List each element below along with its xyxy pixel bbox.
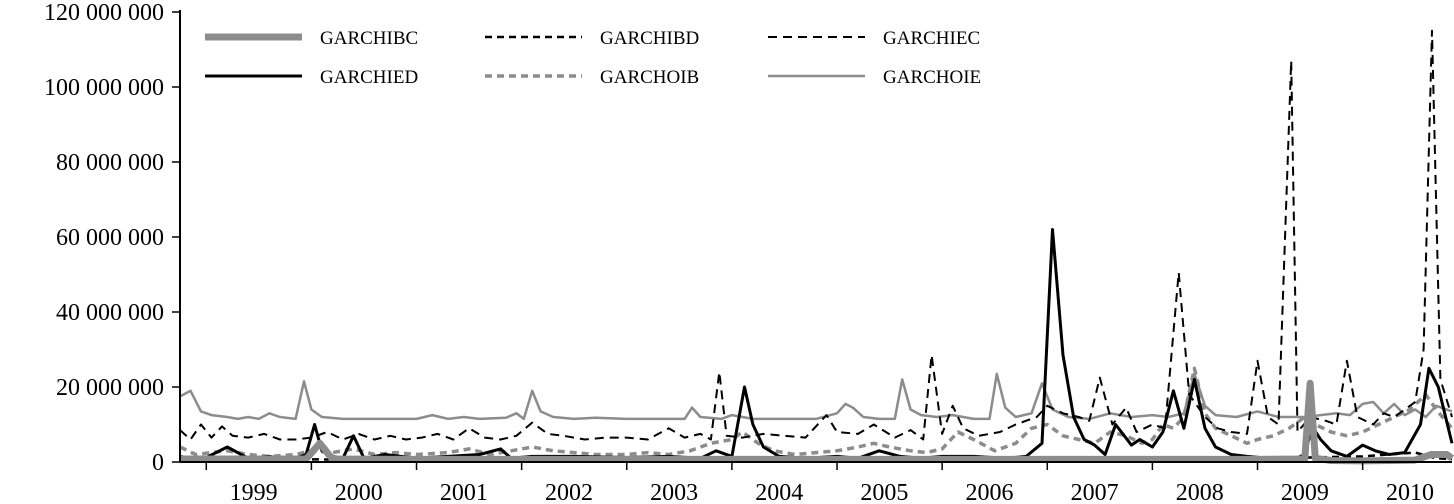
y-tick-label: 80 000 000 [56, 150, 164, 176]
legend-label-garchibc: GARCHIBC [320, 28, 418, 49]
legend: GARCHIBC GARCHIBD GARCHIEC GARCHIED GARCHOIB… [205, 28, 981, 88]
x-tick-label: 2004 [755, 480, 803, 504]
x-tick-label: 2002 [545, 480, 593, 504]
series-line-garchoie [179, 372, 1453, 421]
x-tick-label: 2003 [650, 480, 698, 504]
x-tick-label: 2009 [1281, 480, 1329, 504]
series-line-garchibc [180, 379, 1454, 465]
x-tick-label: 2000 [335, 480, 383, 504]
y-tick-label: 0 [152, 450, 164, 476]
y-tick-label: 120 000 000 [44, 0, 164, 26]
legend-label-garchied: GARCHIED [320, 67, 418, 88]
x-tick-label: 2010 [1386, 480, 1434, 504]
series-line-garchiec [179, 29, 1453, 441]
legend-label-garchoie: GARCHOIE [883, 67, 981, 88]
x-tick-label: 2008 [1176, 480, 1224, 504]
y-tick-label: 40 000 000 [56, 300, 164, 326]
legend-label-garchoib: GARCHOIB [600, 67, 699, 88]
x-tick-label: 2001 [440, 480, 488, 504]
x-axis-ticks: 1999 2000 2001 2002 2003 2004 2005 2006 2007 2008… [205, 462, 1434, 504]
x-tick-label: 2007 [1071, 480, 1119, 504]
legend-label-garchiec: GARCHIEC [883, 28, 980, 49]
y-tick-label: 100 000 000 [44, 75, 164, 101]
legend-label-garchibd: GARCHIBD [600, 28, 699, 49]
y-tick-label: 60 000 000 [56, 225, 164, 251]
x-tick-label: 2006 [965, 480, 1013, 504]
y-axis-ticks: 0 20 000 000 40 000 000 60 000 000 80 000 00… [44, 0, 180, 476]
series-line-garchoib [179, 366, 1454, 459]
y-tick-label: 20 000 000 [56, 375, 164, 401]
series-lines [179, 29, 1454, 465]
x-tick-label: 2005 [860, 480, 908, 504]
x-tick-label: 1999 [230, 480, 278, 504]
